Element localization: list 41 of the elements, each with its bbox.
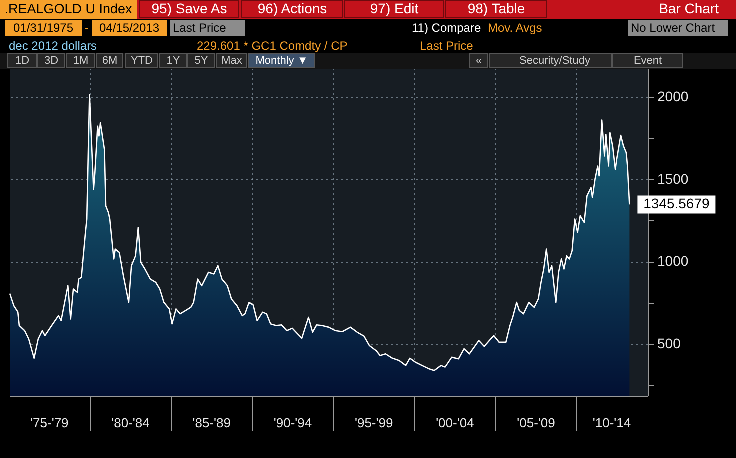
x-tick-label: '95-'99 [354,416,394,430]
text: 1M [73,55,89,67]
data-label: 1345.5679 [644,196,710,212]
text: 229.601 * GC1 Comdty / CP [197,39,348,53]
y-tick-label: 1000 [658,253,689,270]
x-tick-label: '85-'89 [192,416,231,430]
text: No Lower Chart [631,21,716,35]
text: 1Y [166,55,181,67]
text: 04/15/2013 [99,21,160,35]
text: Max [222,55,243,67]
text: 98) Table [468,0,526,16]
y-tick-label: 500 [658,336,682,352]
text: Security/Study [520,55,591,67]
x-tick-label: '00-'04 [436,416,474,430]
text: « [476,55,482,67]
y-tick-label: 2000 [658,88,689,104]
text: 11) Compare [412,21,482,35]
text: 96) Actions [258,0,328,16]
text: 97) Edit [370,0,419,16]
text: Monthly ▼ [256,55,308,67]
x-tick-label: '80-'84 [112,416,150,430]
chart-subtitle: dec 2012 dollars [9,39,98,53]
text: 01/31/1975 [13,21,74,35]
y-tick-label: 1500 [658,170,689,187]
x-tick-label: '90-'94 [274,416,312,430]
text: 6M [102,55,118,67]
text: - [85,21,89,35]
text: Bar Chart [659,0,720,16]
text: Event [634,55,662,67]
text: 5Y [194,55,209,67]
text: 3D [44,55,59,67]
text: 95) Save As [152,0,228,16]
text: Last Price [173,21,227,35]
text: Last Price [420,39,474,53]
x-tick-label: '75-'79 [30,416,69,430]
x-tick-label: '10-'14 [592,416,632,430]
chart-title: .REALGOLD U Index [4,2,133,16]
x-tick-label: '05-'09 [517,416,556,430]
text: YTD [131,55,154,67]
text: 1D [15,55,30,67]
text: Mov. Avgs [488,21,542,35]
